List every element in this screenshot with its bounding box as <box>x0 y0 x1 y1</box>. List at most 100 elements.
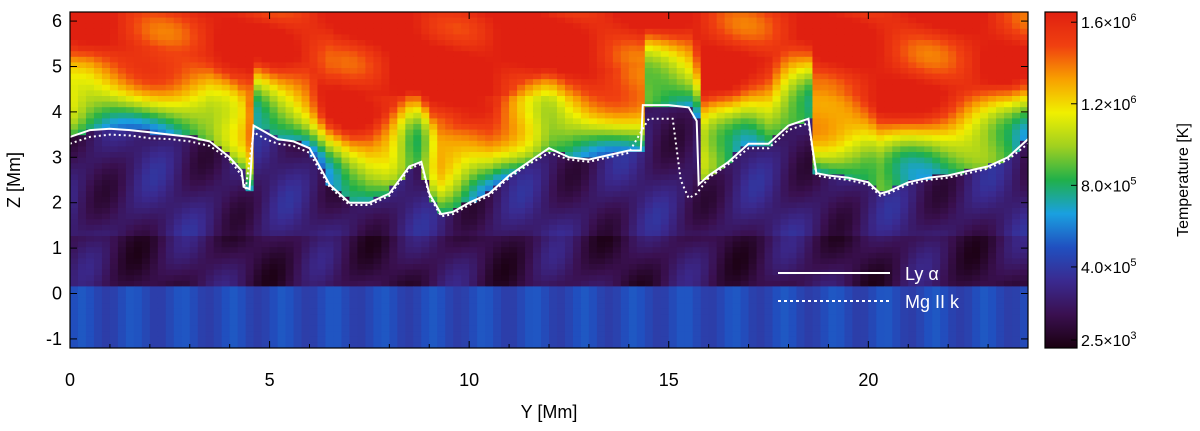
heatmap-cell <box>421 96 430 103</box>
heatmap-cell <box>533 34 542 41</box>
heatmap-cell <box>549 23 558 30</box>
heatmap-cell <box>101 45 111 52</box>
heatmap-cell <box>596 208 606 215</box>
heatmap-cell <box>556 180 566 187</box>
heatmap-cell <box>996 219 1005 226</box>
heatmap-cell <box>477 40 486 47</box>
heatmap-cell <box>533 180 542 187</box>
heatmap-cell <box>636 17 646 24</box>
heatmap-cell <box>700 129 710 136</box>
heatmap-cell <box>189 196 199 203</box>
heatmap-cell <box>261 230 271 237</box>
heatmap-cell <box>421 12 430 19</box>
heatmap-cell <box>580 196 590 203</box>
heatmap-cell <box>964 96 973 103</box>
heatmap-cell <box>445 96 454 103</box>
heatmap-cell <box>764 84 774 91</box>
heatmap-cell <box>732 56 742 63</box>
heatmap-cell <box>205 112 215 119</box>
heatmap-cell <box>133 157 143 164</box>
heatmap-cell <box>333 40 343 47</box>
heatmap-cell <box>732 90 742 97</box>
heatmap-cell <box>133 84 143 91</box>
heatmap-cell <box>956 174 965 181</box>
heatmap-cell <box>988 152 997 159</box>
heatmap-cell <box>149 107 159 114</box>
heatmap-cell <box>101 101 111 108</box>
heatmap-cell <box>445 230 454 237</box>
heatmap-cell <box>964 135 973 142</box>
heatmap-cell <box>732 40 742 47</box>
heatmap-cell <box>221 213 231 220</box>
heatmap-cell <box>549 196 558 203</box>
heatmap-cell <box>652 73 662 80</box>
heatmap-cell <box>588 168 598 175</box>
heatmap-cell <box>780 45 790 52</box>
heatmap-cell <box>804 51 814 58</box>
heatmap-cell <box>564 68 574 75</box>
heatmap-cell <box>221 202 231 209</box>
heatmap-cell <box>149 230 159 237</box>
heatmap-cell <box>493 84 502 91</box>
heatmap-cell <box>205 219 215 226</box>
heatmap-cell <box>541 96 550 103</box>
heatmap-cell <box>804 230 814 237</box>
heatmap-cell <box>1004 208 1013 215</box>
heatmap-cell <box>77 112 87 119</box>
heatmap-cell <box>820 23 830 30</box>
heatmap-cell <box>85 180 95 187</box>
heatmap-cell <box>509 241 518 248</box>
heatmap-cell <box>141 118 151 125</box>
heatmap-cell <box>429 23 438 30</box>
heatmap-cell <box>852 68 861 75</box>
heatmap-cell <box>916 28 925 35</box>
heatmap-cell <box>892 90 901 97</box>
heatmap-cell <box>157 62 167 69</box>
heatmap-cell <box>692 45 702 52</box>
heatmap-cell <box>596 185 606 192</box>
heatmap-cell <box>333 90 343 97</box>
heatmap-cell <box>684 118 694 125</box>
heatmap-cell <box>860 96 869 103</box>
heatmap-cell <box>628 196 638 203</box>
heatmap-cell <box>205 157 215 164</box>
heatmap-cell <box>828 17 837 24</box>
heatmap-cell <box>285 124 295 131</box>
heatmap-cell <box>940 12 949 19</box>
heatmap-cell <box>197 84 207 91</box>
heatmap-cell <box>668 168 678 175</box>
heatmap-cell <box>964 84 973 91</box>
heatmap-cell <box>820 28 830 35</box>
heatmap-cell <box>517 146 526 153</box>
heatmap-cell <box>900 157 909 164</box>
heatmap-cell <box>852 124 861 131</box>
heatmap-cell <box>517 185 526 192</box>
heatmap-cell <box>429 129 438 136</box>
heatmap-cell <box>309 79 319 86</box>
heatmap-cell <box>772 174 782 181</box>
heatmap-cell <box>924 196 933 203</box>
heatmap-cell <box>932 152 941 159</box>
heatmap-cell <box>229 17 239 24</box>
heatmap-cell <box>940 118 949 125</box>
heatmap-cell <box>780 56 790 63</box>
heatmap-cell <box>277 180 287 187</box>
heatmap-cell <box>421 208 430 215</box>
heatmap-cell <box>916 230 925 237</box>
heatmap-cell <box>780 185 790 192</box>
heatmap-cell <box>852 101 861 108</box>
heatmap-cell <box>317 146 327 153</box>
heatmap-cell <box>844 196 853 203</box>
heatmap-cell <box>836 140 845 147</box>
heatmap-cell <box>740 129 750 136</box>
heatmap-cell <box>461 224 470 231</box>
heatmap-cell <box>644 202 654 209</box>
heatmap-cell <box>996 213 1005 220</box>
heatmap-cell <box>1012 185 1021 192</box>
heatmap-cell <box>70 202 79 209</box>
heatmap-cell <box>676 135 686 142</box>
heatmap-cell <box>588 163 598 170</box>
heatmap-cell <box>469 241 478 248</box>
heatmap-cell <box>253 62 263 69</box>
heatmap-cell <box>501 241 510 248</box>
